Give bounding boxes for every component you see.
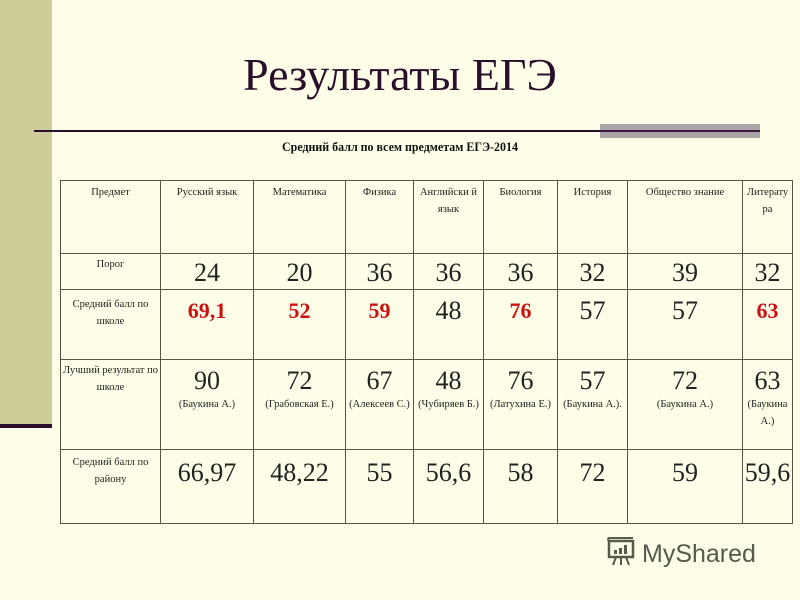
cell-value: 55: [366, 458, 393, 487]
cell-value: 20: [286, 258, 313, 287]
cell-value: 76: [507, 366, 534, 395]
cell-value: 39: [672, 258, 698, 287]
cell-value: 72: [579, 458, 606, 487]
cell-value: 57: [579, 366, 606, 395]
cell-value: 59: [672, 458, 698, 487]
presentation-board-icon: [606, 537, 636, 572]
row-label: Средний балл по району: [72, 457, 149, 485]
cell-value-highlighted: 76: [509, 298, 532, 323]
cell-value: 57: [579, 296, 606, 325]
cell-value: 32: [754, 258, 781, 287]
student-name: (Баукина А.): [178, 399, 236, 410]
slide-title: Результаты ЕГЭ: [243, 49, 557, 100]
cell-value: 72: [672, 366, 698, 395]
header-row: Предмет Русский язык Математика Физика А…: [60, 180, 793, 254]
cell-value: 48,22: [270, 458, 329, 487]
student-name: (Баукина А.): [747, 399, 788, 427]
column-header: Русский язык: [160, 180, 254, 254]
column-header: История: [557, 180, 628, 254]
cell-value: 90: [194, 366, 220, 395]
cell-value: 67: [366, 366, 393, 395]
column-header: Предмет: [60, 180, 161, 254]
cell-value: 59,6: [744, 458, 791, 487]
cell-value: 66,97: [177, 458, 237, 487]
cell-value-highlighted: 63: [756, 298, 779, 323]
cell-value: 63: [754, 366, 781, 395]
student-name: (Латухина Е.): [489, 399, 552, 410]
cell-value: 48: [435, 296, 462, 325]
column-header: Английски й язык: [413, 180, 484, 254]
table-row-best-result: Лучший результат по школе 90 (Баукина А.)…: [60, 359, 793, 450]
cell-value: 48: [435, 366, 462, 395]
divider-accent-line: [600, 130, 760, 132]
watermark-text: MyShared: [642, 540, 756, 568]
table-row-threshold: Порог 24 20 36 36 36 32 39 32: [60, 253, 793, 290]
table-row-district-average: Средний балл по району 66,97 48,22 55 56…: [60, 449, 793, 524]
cell-value: 57: [672, 296, 698, 325]
student-name: (Чубиряев Б.): [418, 399, 479, 410]
title-divider: [34, 130, 760, 132]
student-name: (Баукина А.): [656, 399, 714, 410]
column-header: Математика: [253, 180, 346, 254]
results-table: Предмет Русский язык Математика Физика А…: [60, 180, 793, 524]
cell-value: 24: [194, 258, 220, 287]
cell-value: 32: [579, 258, 606, 287]
column-header: Биология: [483, 180, 558, 254]
row-label: Порог: [96, 259, 125, 270]
column-header: Литерату ра: [742, 180, 793, 254]
table-caption: Средний балл по всем предметам ЕГЭ-2014: [282, 139, 518, 154]
column-header: Физика: [345, 180, 414, 254]
column-header: Общество знание: [627, 180, 743, 254]
row-label: Средний балл по школе: [72, 299, 149, 327]
watermark-logo: MyShared: [606, 537, 756, 572]
cell-value: 36: [507, 258, 534, 287]
table-row-school-average: Средний балл по школе 69,1 52 59 48 76 5…: [60, 289, 793, 360]
cell-value: 72: [286, 366, 313, 395]
student-name: (Грабовская Е.): [265, 399, 334, 410]
cell-value: 36: [366, 258, 393, 287]
row-label: Лучший результат по школе: [63, 365, 158, 393]
cell-value-highlighted: 52: [288, 298, 311, 323]
student-name: (Баукина А.).: [563, 399, 622, 410]
left-decorative-band: [0, 0, 52, 428]
left-decorative-bar: [0, 424, 52, 428]
cell-value: 56,6: [425, 458, 472, 487]
cell-value-highlighted: 69,1: [187, 298, 227, 323]
student-name: (Алексеев С.): [349, 399, 410, 410]
cell-value: 58: [507, 458, 534, 487]
cell-value: 36: [435, 258, 462, 287]
cell-value-highlighted: 59: [368, 298, 391, 323]
